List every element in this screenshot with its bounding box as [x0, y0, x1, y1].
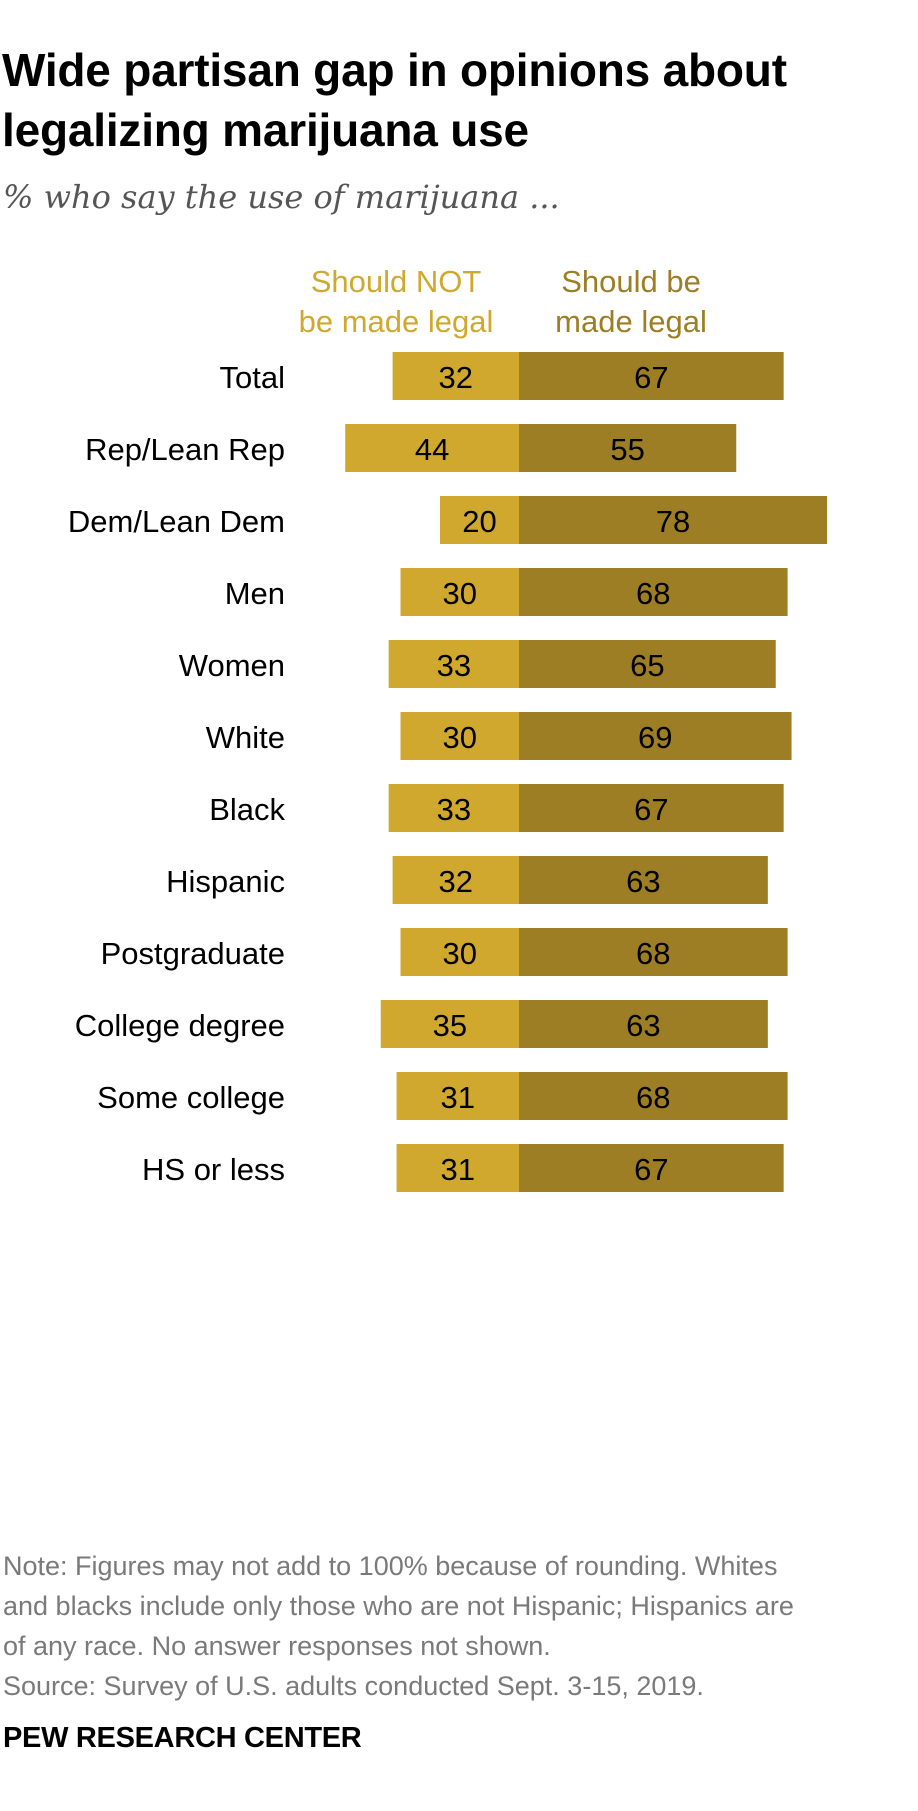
bar-should-be-women [519, 640, 776, 688]
legend-should-not-line-1: Should NOT [310, 264, 482, 299]
value-label-should-not-hs-or-less: 31 [441, 1152, 475, 1187]
value-label-should-not-rep-lean-rep: 44 [415, 432, 449, 467]
bar-should-be-hispanic [519, 856, 768, 904]
legend-should-not-line-2: be made legal [298, 304, 494, 339]
value-label-should-not-white: 30 [443, 720, 477, 755]
bar-should-be-hs-or-less [519, 1144, 784, 1192]
category-label-hs-or-less: HS or less [142, 1152, 285, 1187]
bar-should-not-total [392, 352, 519, 400]
bar-should-be-white [519, 712, 792, 760]
value-label-should-not-postgraduate: 30 [443, 936, 477, 971]
note-line-3: of any race. No answer responses not sho… [3, 1631, 551, 1661]
chart-title-line-2: legalizing marijuana use [2, 104, 529, 156]
chart-subtitle: % who say the use of marijuana ... [3, 178, 560, 216]
chart-title-line-1: Wide partisan gap in opinions about [2, 44, 787, 96]
value-label-should-be-total: 67 [634, 360, 668, 395]
bar-should-not-rep-lean-rep [345, 424, 519, 472]
chart-title: Wide partisan gap in opinions about lega… [2, 40, 902, 160]
value-label-should-be-hispanic: 63 [626, 864, 660, 899]
bar-row-postgraduate: Postgraduate 30 68 [101, 928, 788, 976]
source-line: Source: Survey of U.S. adults conducted … [3, 1671, 704, 1701]
category-label-black: Black [209, 792, 285, 827]
bar-row-women: Women 33 65 [179, 640, 776, 688]
value-label-should-not-some-college: 31 [441, 1080, 475, 1115]
category-label-postgraduate: Postgraduate [101, 936, 285, 971]
value-label-should-not-hispanic: 32 [439, 864, 473, 899]
value-label-should-be-some-college: 68 [636, 1080, 670, 1115]
value-label-should-not-black: 33 [437, 792, 471, 827]
bar-row-white: White 30 69 [206, 712, 792, 760]
category-label-white: White [206, 720, 285, 755]
category-label-men: Men [225, 576, 285, 611]
bar-should-be-dem-lean-dem [519, 496, 828, 544]
legend-should-be-line-1: Should be [561, 264, 701, 299]
bar-should-not-hispanic [392, 856, 519, 904]
bar-should-be-total [519, 352, 784, 400]
category-label-some-college: Some college [97, 1080, 285, 1115]
bar-should-not-some-college [396, 1072, 519, 1120]
bar-row-men: Men 30 68 [225, 568, 788, 616]
bar-should-be-rep-lean-rep [519, 424, 737, 472]
category-label-total: Total [220, 360, 285, 395]
value-label-should-be-hs-or-less: 67 [634, 1152, 668, 1187]
bar-should-not-black [388, 784, 519, 832]
value-label-should-be-dem-lean-dem: 78 [656, 504, 690, 539]
bar-row-some-college: Some college 31 68 [97, 1072, 788, 1120]
value-label-should-be-women: 65 [630, 648, 664, 683]
bar-should-be-black [519, 784, 784, 832]
bar-should-not-dem-lean-dem [440, 496, 519, 544]
value-label-should-not-women: 33 [437, 648, 471, 683]
bar-row-rep-lean-rep: Rep/Lean Rep 44 55 [85, 424, 737, 472]
bar-should-be-men [519, 568, 788, 616]
category-label-college-degree: College degree [75, 1008, 285, 1043]
value-label-should-not-men: 30 [443, 576, 477, 611]
bar-should-be-college-degree [519, 1000, 768, 1048]
value-label-should-not-college-degree: 35 [433, 1008, 467, 1043]
value-label-should-be-college-degree: 63 [626, 1008, 660, 1043]
bar-should-not-hs-or-less [396, 1144, 519, 1192]
bar-should-not-white [400, 712, 519, 760]
value-label-should-be-postgraduate: 68 [636, 936, 670, 971]
value-label-should-be-white: 69 [638, 720, 672, 755]
bar-should-not-men [400, 568, 519, 616]
legend-should-not-be-legal: Should NOT be made legal [280, 262, 512, 342]
value-label-should-be-black: 67 [634, 792, 668, 827]
category-label-women: Women [179, 648, 285, 683]
value-label-should-be-rep-lean-rep: 55 [610, 432, 644, 467]
pew-research-center-logo: PEW RESEARCH CENTER [3, 1722, 362, 1754]
bar-row-total: Total 32 67 [220, 352, 784, 400]
bar-row-hispanic: Hispanic 32 63 [166, 856, 768, 904]
bar-row-black: Black 33 67 [209, 784, 784, 832]
value-label-should-be-men: 68 [636, 576, 670, 611]
bar-should-not-college-degree [380, 1000, 519, 1048]
note-line-1: Note: Figures may not add to 100% becaus… [3, 1551, 778, 1581]
bar-row-college-degree: College degree 35 63 [75, 1000, 768, 1048]
bar-should-not-women [388, 640, 519, 688]
bar-should-not-postgraduate [400, 928, 519, 976]
bar-row-hs-or-less: HS or less 31 67 [142, 1144, 784, 1192]
chart-note: Note: Figures may not add to 100% becaus… [3, 1546, 913, 1706]
bar-should-be-postgraduate [519, 928, 788, 976]
category-label-dem-lean-dem: Dem/Lean Dem [68, 504, 285, 539]
value-label-should-not-dem-lean-dem: 20 [462, 504, 496, 539]
legend-should-be-legal: Should be made legal [526, 262, 736, 342]
bar-should-be-some-college [519, 1072, 788, 1120]
note-line-2: and blacks include only those who are no… [3, 1591, 794, 1621]
value-label-should-not-total: 32 [439, 360, 473, 395]
category-label-rep-lean-rep: Rep/Lean Rep [85, 432, 285, 467]
category-label-hispanic: Hispanic [166, 864, 285, 899]
bar-row-dem-lean-dem: Dem/Lean Dem 20 78 [68, 496, 828, 544]
legend-should-be-line-2: made legal [555, 304, 707, 339]
